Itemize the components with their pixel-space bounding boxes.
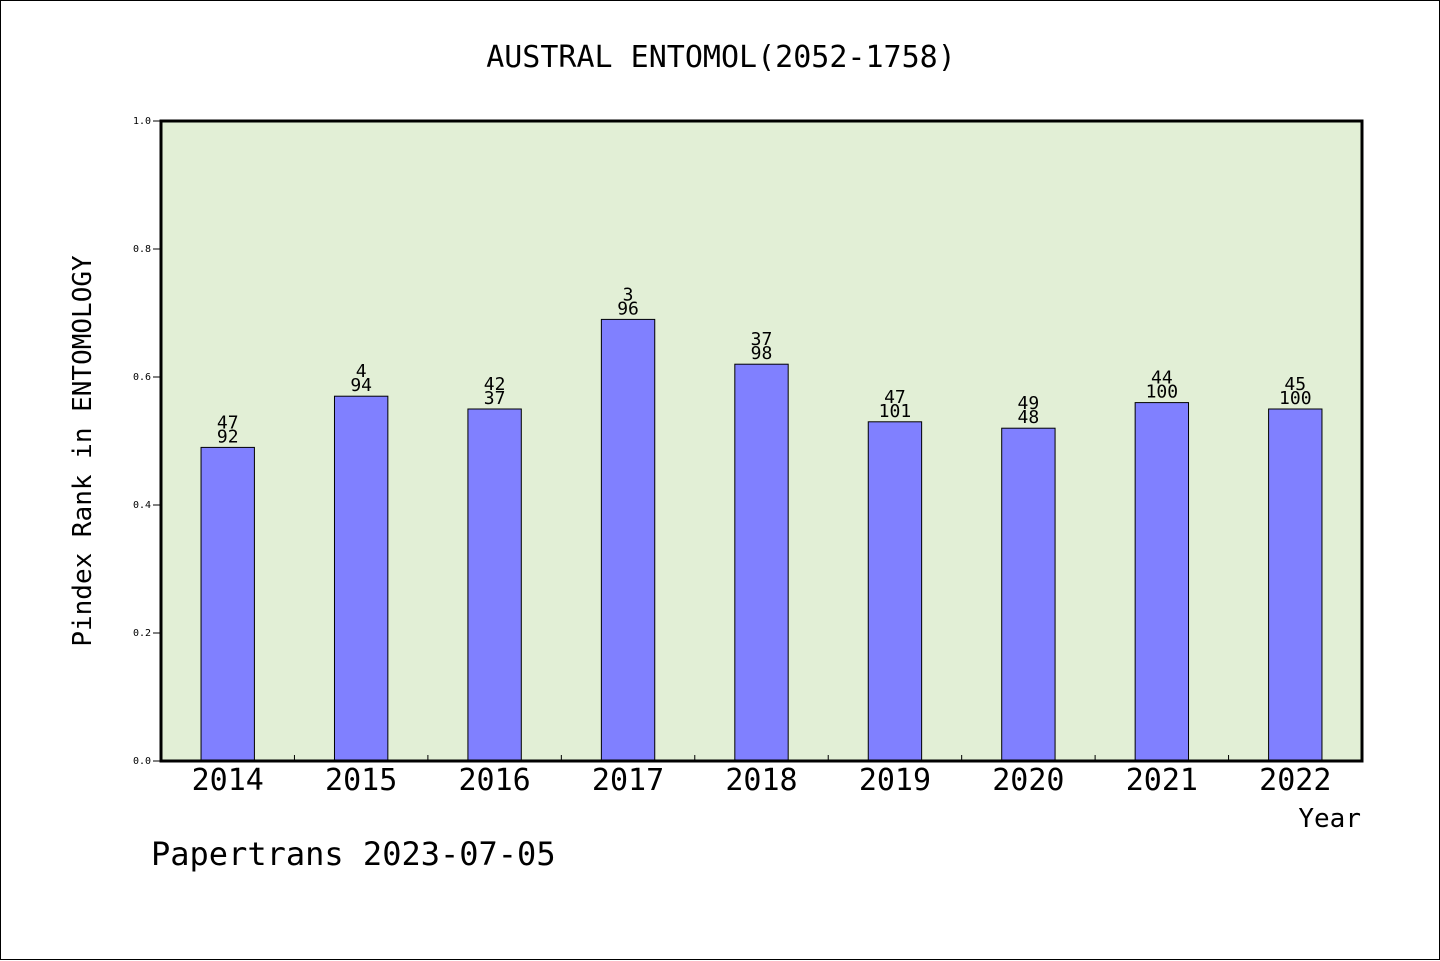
y-tick-label: 0.4 [133, 500, 151, 511]
y-tick-label: 0.6 [133, 372, 151, 383]
bar-label-top: 37 [751, 329, 773, 350]
bar-label-bottom: 92 [217, 426, 239, 447]
x-tick-label: 2016 [458, 763, 530, 798]
x-axis-label: Year [1298, 804, 1361, 834]
y-axis-label: Pindex Rank in ENTOMOLOGY [68, 255, 98, 647]
bar-label-bottom: 37 [484, 388, 506, 409]
bar-2021 [1134, 402, 1190, 762]
bar-2016 [467, 408, 522, 762]
bar-label-bottom: 94 [350, 375, 372, 396]
y-tick-label: 1.0 [133, 116, 151, 127]
x-tick-label: 2015 [325, 763, 397, 798]
bar-label-bottom: 100 [1146, 382, 1179, 403]
bar-2014 [200, 446, 255, 762]
x-tick-label: 2020 [992, 763, 1064, 798]
bar-2018 [734, 363, 789, 762]
bar-label-top: 47 [884, 387, 906, 408]
x-tick-label: 2018 [725, 763, 797, 798]
bar-label-top: 3 [623, 284, 634, 305]
bar-label-top: 4 [356, 361, 367, 382]
bar-label-top: 42 [484, 374, 506, 395]
x-tick-label: 2017 [592, 763, 664, 798]
bar-label-bottom: 98 [751, 343, 773, 364]
bar-label-bottom: 100 [1279, 388, 1312, 409]
x-tick-label: 2022 [1259, 763, 1331, 798]
x-tick-label: 2021 [1126, 763, 1198, 798]
bar-2015 [333, 395, 389, 762]
bar-label-bottom: 48 [1018, 407, 1040, 428]
bar-label-bottom: 96 [617, 298, 639, 319]
x-tick-label: 2014 [192, 763, 264, 798]
footer-text: Papertrans 2023-07-05 [151, 835, 556, 873]
bar-label-top: 49 [1018, 393, 1040, 414]
bar-2017 [600, 318, 656, 762]
x-axis: 2014 2015 2016 2017 2018 2019 2020 2021 2022 [192, 755, 1331, 798]
bar-2020 [1001, 427, 1056, 762]
x-tick-label: 2019 [859, 763, 931, 798]
y-tick-label: 0.2 [133, 628, 151, 639]
chart-title: AUSTRAL ENTOMOL(2052-1758) [486, 40, 956, 75]
y-axis: 0.0 0.2 0.4 0.6 0.8 1.0 [133, 116, 161, 767]
y-tick-label: 0.8 [133, 244, 151, 255]
plot-border [159, 119, 1364, 763]
y-tick-label: 0.0 [133, 756, 151, 767]
bar-label-top: 44 [1151, 368, 1173, 389]
bar-label-bottom: 101 [879, 401, 912, 422]
bar-label-top: 45 [1284, 374, 1306, 395]
bar-2019 [867, 421, 923, 762]
bar-label-top: 47 [217, 412, 239, 433]
bar-2022 [1268, 408, 1323, 762]
